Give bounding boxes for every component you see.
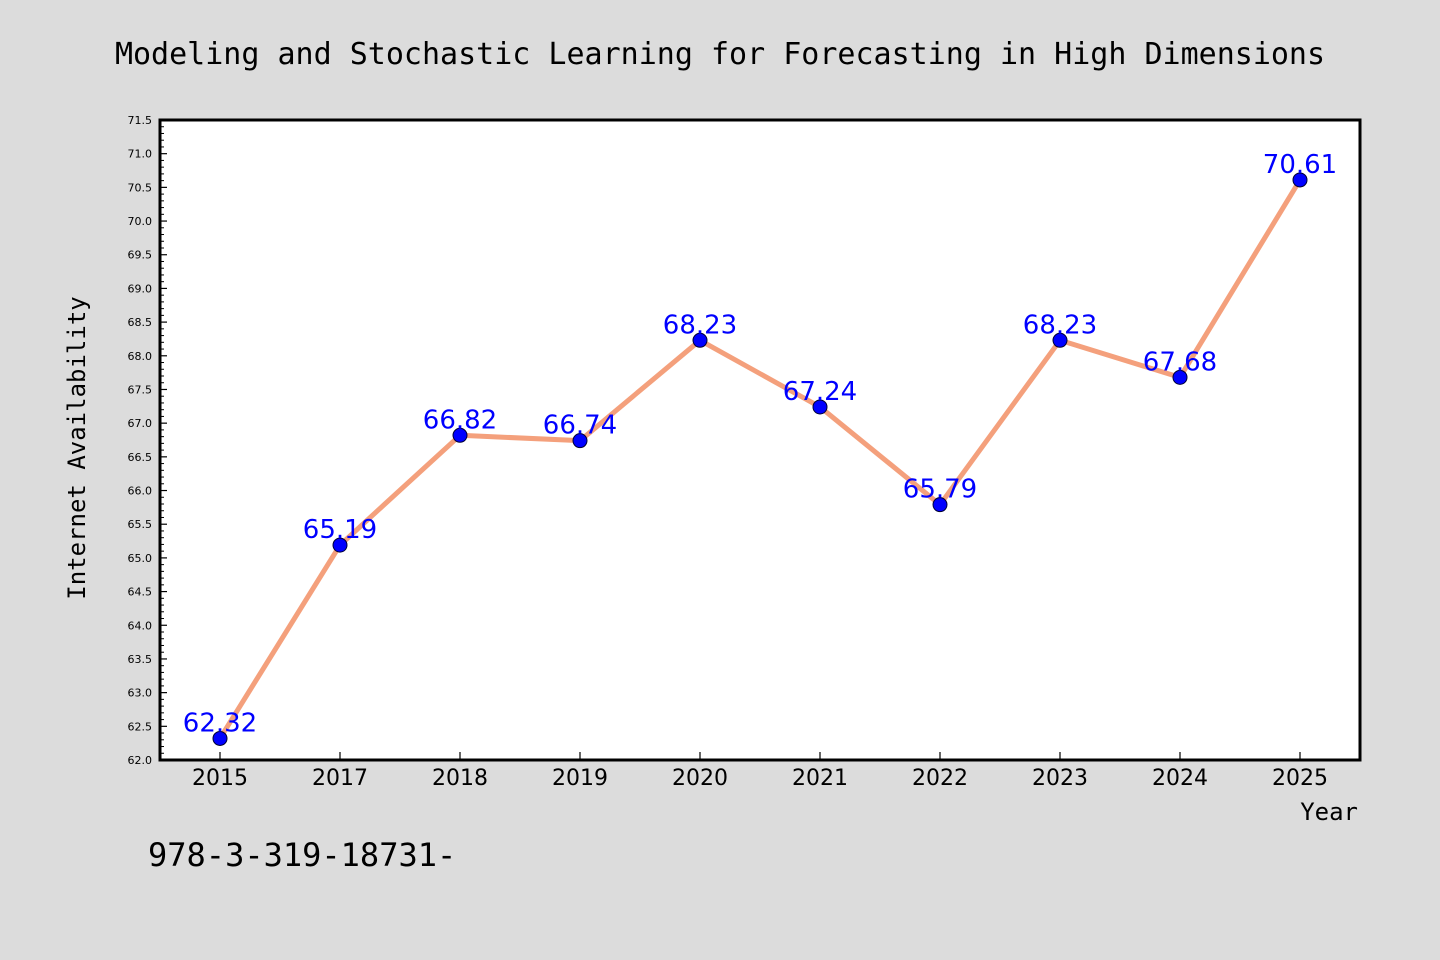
data-label: 65.79 [903, 475, 977, 505]
y-tick-label: 68.5 [128, 316, 153, 329]
data-point [812, 399, 828, 415]
x-tick-label: 2017 [312, 766, 368, 791]
data-label: 66.82 [423, 405, 497, 435]
data-point [1172, 369, 1188, 385]
x-tick-label: 2021 [792, 766, 848, 791]
x-tick-label: 2023 [1032, 766, 1088, 791]
y-tick-label: 70.5 [128, 181, 153, 194]
y-tick-label: 63.0 [128, 687, 153, 700]
y-tick-label: 69.0 [128, 282, 153, 295]
data-point [1292, 172, 1308, 188]
y-tick-label: 65.0 [128, 552, 153, 565]
y-tick-label: 63.5 [128, 653, 153, 666]
y-tick-label: 69.5 [128, 249, 153, 262]
y-tick-label: 64.5 [128, 586, 153, 599]
y-tick-label: 62.0 [128, 754, 153, 767]
data-point [452, 427, 468, 443]
y-tick-label: 67.0 [128, 417, 153, 430]
x-tick-label: 2019 [552, 766, 608, 791]
plot-frame [158, 118, 1362, 762]
y-axis-ticks: 62.0 62.5 63.0 63.5 64.0 64.5 65.0 65.5 66.0 66.5… [128, 114, 167, 767]
data-label: 66.74 [543, 411, 617, 441]
data-label: 70.61 [1263, 150, 1337, 180]
y-tick-label: 62.5 [128, 720, 153, 733]
y-tick-label: 67.5 [128, 383, 153, 396]
data-label: 67.24 [783, 377, 857, 407]
data-labels: 62.32 65.19 66.82 66.74 68.23 67.24 65.79 68.23… [183, 150, 1337, 738]
data-point [932, 497, 948, 513]
data-point [212, 730, 228, 746]
series-line [217, 177, 1303, 741]
data-point [1052, 332, 1068, 348]
data-label: 67.68 [1143, 347, 1217, 377]
y-tick-label: 71.0 [128, 148, 153, 161]
data-point [572, 433, 588, 449]
data-label: 65.19 [303, 515, 377, 545]
data-markers [212, 172, 1308, 746]
y-tick-label: 65.5 [128, 518, 153, 531]
data-point [692, 332, 708, 348]
data-label: 62.32 [183, 708, 257, 738]
y-tick-label: 70.0 [128, 215, 153, 228]
x-tick-label: 2024 [1152, 766, 1208, 791]
y-tick-label: 68.0 [128, 350, 153, 363]
y-tick-label: 71.5 [128, 114, 153, 127]
x-tick-label: 2018 [432, 766, 488, 791]
y-tick-label: 64.0 [128, 619, 153, 632]
x-tick-label: 2025 [1272, 766, 1328, 791]
plot-area [160, 120, 1360, 760]
y-axis-label: Internet Availability [63, 296, 91, 599]
footnote-text: 978-3-319-18731- [148, 836, 456, 874]
x-tick-label: 2022 [912, 766, 968, 791]
x-tick-label: 2020 [672, 766, 728, 791]
x-tick-label: 2015 [192, 766, 248, 791]
data-label: 68.23 [663, 310, 737, 340]
data-label: 68.23 [1023, 310, 1097, 340]
data-point [332, 537, 348, 553]
chart-title: Modeling and Stochastic Learning for For… [115, 37, 1325, 72]
y-tick-label: 66.5 [128, 451, 153, 464]
x-axis-ticks: 2015 2017 2018 2019 2020 2021 2022 2023 2024 2025 [192, 752, 1328, 791]
y-tick-label: 66.0 [128, 485, 153, 498]
x-axis-label: Year [1300, 798, 1358, 826]
